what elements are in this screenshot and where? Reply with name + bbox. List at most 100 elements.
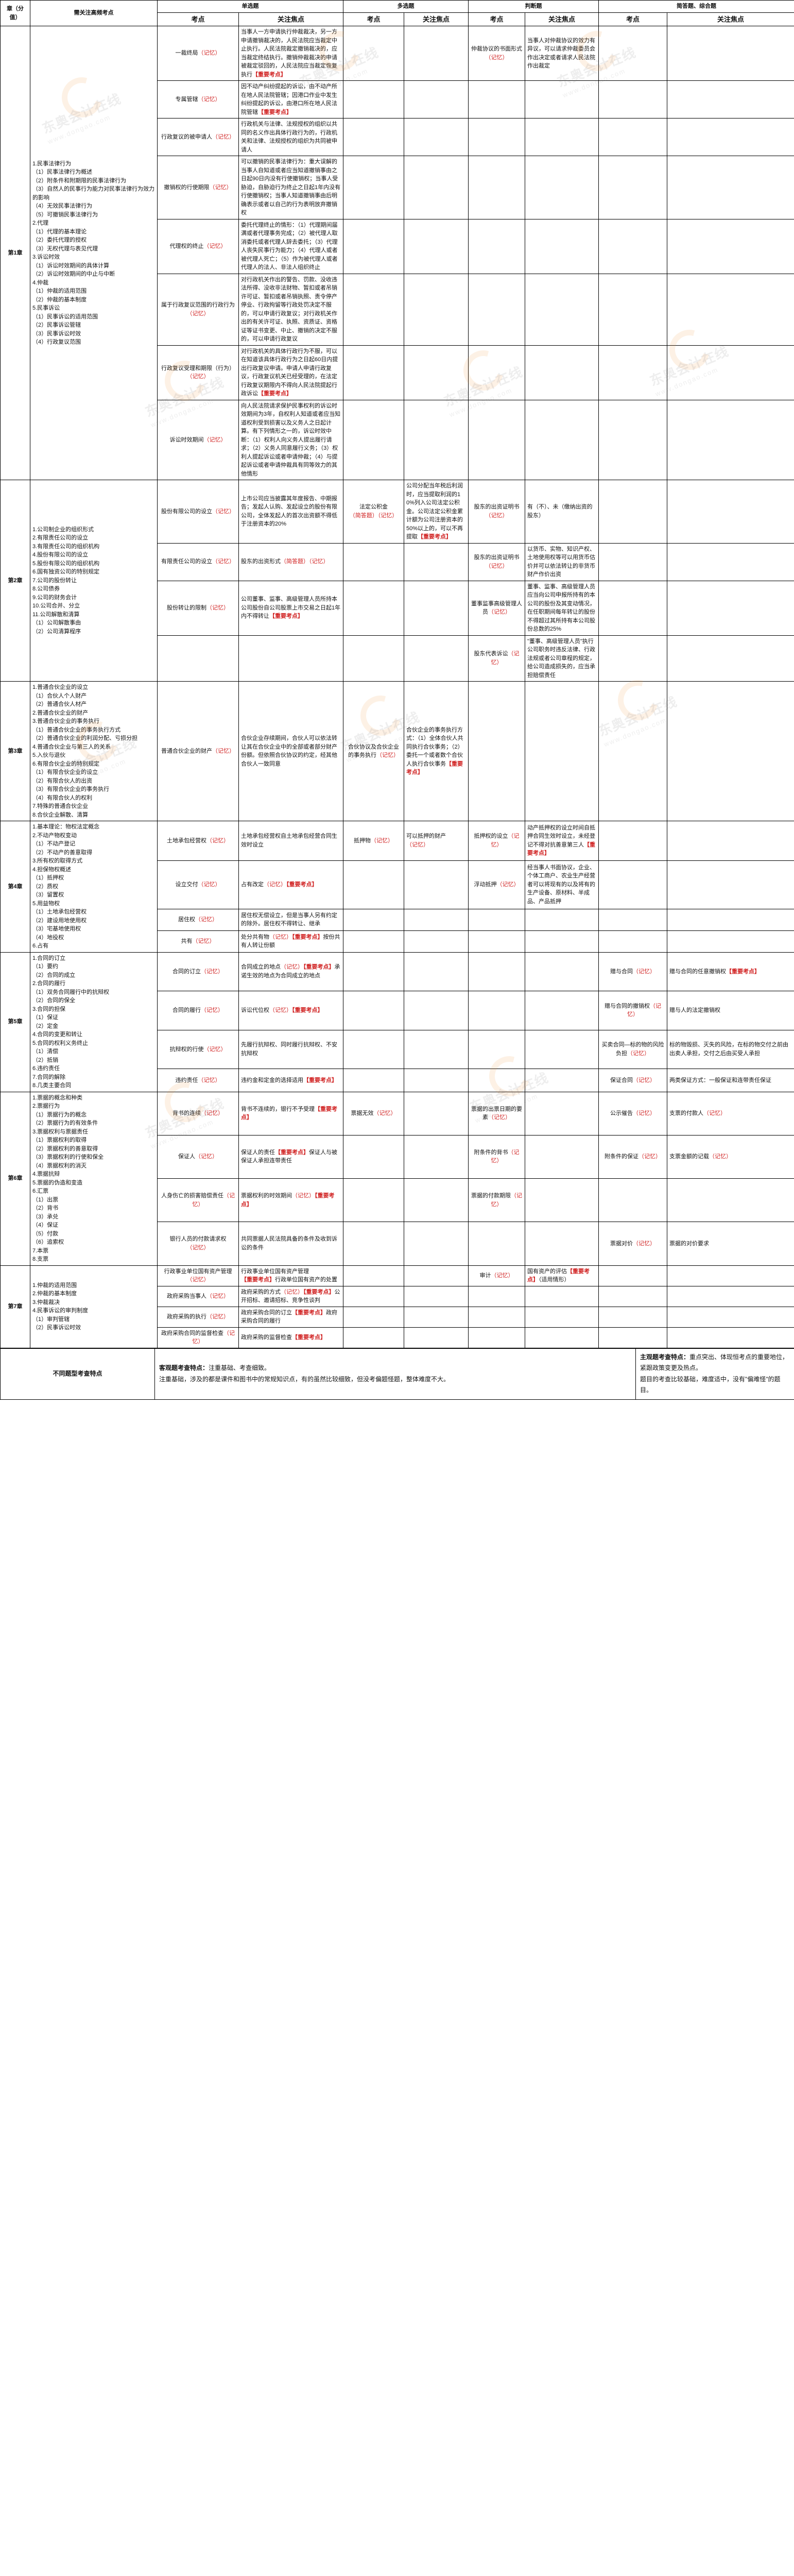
essay-jiaodian: [667, 345, 794, 400]
judge-jiaodian: [525, 1178, 599, 1223]
chapter-focus-points: 1.公司制企业的组织形式 2.有限责任公司的设立 3.有限责任公司的组织机构 4.股份…: [30, 480, 158, 682]
judge-jiaodian: [525, 345, 599, 400]
judge-kaodian: [468, 80, 525, 118]
chapter-focus-points: 1.票据的概念和种类 2.票据行为 （1）票据行为的概念 （2）票据行为的有效条件 3.…: [30, 1091, 158, 1266]
essay-jiaodian: [667, 635, 794, 682]
single-jiaodian: 当事人一方申请执行仲裁裁决，另一方申请撤销裁决的，人民法院应当裁定中止执行。人民…: [238, 26, 343, 81]
single-jiaodian: 行政机关与法律、法规授权的组织以共同的名义作出具体行政行为的，行政机关和法律、法…: [238, 118, 343, 156]
judge-jiaodian: [525, 1029, 599, 1070]
multi-jiaodian: [404, 345, 469, 400]
single-kaodian: 设立交付（记忆）: [157, 860, 239, 909]
multi-jiaodian: 合伙企业的事务执行方式：（1）全体合伙人共同执行合伙事务；（2）委托一个或者数个…: [404, 681, 469, 821]
essay-jiaodian: [667, 273, 794, 346]
multi-jiaodian: [404, 399, 469, 480]
essay-jiaodian: [667, 480, 794, 544]
multi-jiaodian: [404, 991, 469, 1030]
essay-kaodian: [598, 118, 667, 156]
judge-kaodian: 股东代表诉讼（记忆）: [468, 635, 525, 682]
footer-objective-title: 客观题考查特点：: [159, 1364, 209, 1372]
judge-jiaodian: 经当事人书面协议，企业、个体工商户、农业生产经营者可以将现有的以及将有的生产设备…: [525, 860, 599, 909]
multi-jiaodian: [404, 860, 469, 909]
multi-kaodian: [343, 1265, 404, 1286]
table-row: 政府采购当事人（记忆） 政府采购的方式（记忆）【重要考点】公开招标、邀请招标、竞争…: [1, 1285, 794, 1307]
multi-kaodian: 票据无效（记忆）: [343, 1091, 404, 1136]
judge-jiaodian: [525, 218, 599, 274]
essay-kaodian: [598, 80, 667, 118]
footer-subjective-line2: 题目的考查比较基础，难度适中，没有"偏难怪"的题目。: [640, 1375, 781, 1394]
chapter-focus-points: 1.普通合伙企业的设立 （1）合伙人个人财产 （2）普通合伙人材产 2.普通合伙企业的…: [30, 681, 158, 821]
essay-jiaodian: [667, 26, 794, 81]
single-jiaodian: 行政事业单位国有资产管理【重要考点】行政单位国有资产的处置: [238, 1265, 343, 1286]
table-row: 银行人员的付款请求权（记忆） 共同票据人民法院具备的条件及收到诉讼的条件 票据对价（…: [1, 1222, 794, 1266]
header-multi-jiaodian: 关注焦点: [404, 12, 469, 26]
header-single-kaodian: 考点: [157, 12, 239, 26]
chapter-focus-points: 1.合同的订立 （1）要约 （2）合同的成立 2.合同的履行 （1）双务合同履行中的抗辩…: [30, 952, 158, 1092]
judge-kaodian: 股东的出资证明书（记忆）: [468, 543, 525, 581]
judge-kaodian: 审计（记忆）: [468, 1265, 525, 1286]
essay-jiaodian: [667, 399, 794, 480]
chapter-label: 第5章: [0, 952, 30, 1092]
multi-jiaodian: [404, 1222, 469, 1266]
multi-kaodian: [343, 1222, 404, 1266]
single-kaodian: 诉讼时效期间（记忆）: [157, 399, 239, 480]
multi-jiaodian: [404, 1069, 469, 1092]
judge-jiaodian: [525, 399, 599, 480]
single-kaodian: 共有（记忆）: [157, 930, 239, 953]
judge-kaodian: [468, 1285, 525, 1307]
header-group-essay: 简答题、综合题: [598, 0, 794, 13]
judge-jiaodian: [525, 1222, 599, 1266]
single-jiaodian: 合同成立的地点（记忆）【重要考点】承诺生效的地点为合同成立的地点: [238, 952, 343, 992]
judge-jiaodian: 国有资产的评估【重要考点】（适用情形）: [525, 1265, 599, 1286]
header-single-jiaodian: 关注焦点: [238, 12, 343, 26]
single-jiaodian: 因不动产纠纷提起的诉讼，由不动产所在地人民法院管辖；因港口作业中发生纠纷提起的诉…: [238, 80, 343, 118]
multi-kaodian: [343, 1285, 404, 1307]
table-row: 第2章 1.公司制企业的组织形式 2.有限责任公司的设立 3.有限责任公司的组织机构 4…: [0, 480, 794, 682]
essay-jiaodian: 支票金额的记载（记忆）: [667, 1134, 794, 1179]
judge-jiaodian: [525, 1327, 599, 1348]
judge-kaodian: [468, 1327, 525, 1348]
multi-kaodian: [343, 580, 404, 636]
table-row: 人身伤亡的损害赔偿责任（记忆） 票据权利的时效期间（记忆）【重要考点】 票据的付款期…: [1, 1178, 794, 1223]
single-jiaodian: 土地承包经营权自土地承包经营合同生效时设立: [238, 821, 343, 861]
header-focus: 需关注高频考点: [30, 0, 158, 26]
header-row-top: 章（分值） 需关注高频考点 单选题 多选题 判断题 简答题、综合题: [0, 0, 794, 26]
judge-kaodian: [468, 345, 525, 400]
multi-kaodian: [343, 952, 404, 992]
footer-label: 不同题型考查特点: [0, 1348, 155, 1400]
table-row: 代理权的终止（记忆） 委托代理终止的情形：（1）代理期间届满或者代理事务完成；（2…: [1, 218, 794, 274]
essay-kaodian: 公示催告（记忆）: [598, 1091, 667, 1136]
essay-kaodian: [598, 345, 667, 400]
multi-kaodian: 合伙协议及合伙企业的事务执行（记忆）: [343, 681, 404, 821]
multi-kaodian: [343, 218, 404, 274]
exam-summary-page: 东奥会计在线 www.dongao.com 东奥会计在线 www.dongao.co…: [0, 0, 794, 1400]
essay-kaodian: 赠与合同的撤销权（记忆）: [598, 991, 667, 1030]
essay-kaodian: [598, 1265, 667, 1286]
judge-kaodian: [468, 1222, 525, 1266]
essay-jiaodian: [667, 930, 794, 953]
judge-jiaodian: [525, 156, 599, 219]
multi-jiaodian: [404, 580, 469, 636]
multi-kaodian: [343, 1327, 404, 1348]
multi-jiaodian: [404, 1091, 469, 1136]
multi-jiaodian: [404, 1327, 469, 1348]
footer-summary-table: 不同题型考查特点 客观题考查特点：注重基础、考查细致。 注重基础，涉及的都是课件…: [0, 1348, 794, 1400]
judge-jiaodian: [525, 952, 599, 992]
footer-subjective-title-rest: 重点突出、体现恒考点的重要地位，紧跟政策变更及热点。: [640, 1353, 789, 1372]
single-jiaodian: 违约金和定金的选择适用【重要考点】: [238, 1069, 343, 1092]
table-row: 专属管辖（记忆） 因不动产纠纷提起的诉讼，由不动产所在地人民法院管辖；因港口作业中…: [1, 80, 794, 118]
judge-kaodian: [468, 952, 525, 992]
essay-kaodian: [598, 543, 667, 581]
multi-kaodian: [343, 860, 404, 909]
footer-objective-title-rest: 注重基础、考查细致。: [209, 1364, 271, 1372]
single-kaodian: 土地承包经营权（记忆）: [157, 821, 239, 861]
judge-kaodian: [468, 118, 525, 156]
single-jiaodian: 诉讼代位权（记忆）【重要考点】: [238, 991, 343, 1030]
judge-jiaodian: [525, 273, 599, 346]
essay-jiaodian: [667, 1265, 794, 1286]
judge-jiaodian: [525, 908, 599, 931]
single-jiaodian: 委托代理终止的情形：（1）代理期间届满或者代理事务完成；（2）被代理人取消委托或…: [238, 218, 343, 274]
table-row: 属于行政复议范围的行政行为（记忆） 对行政机关作出的警告、罚款、没收违法所得、没收…: [1, 273, 794, 346]
essay-jiaodian: [667, 1306, 794, 1328]
essay-kaodian: [598, 1178, 667, 1223]
essay-jiaodian: 票据的对价要求: [667, 1222, 794, 1266]
